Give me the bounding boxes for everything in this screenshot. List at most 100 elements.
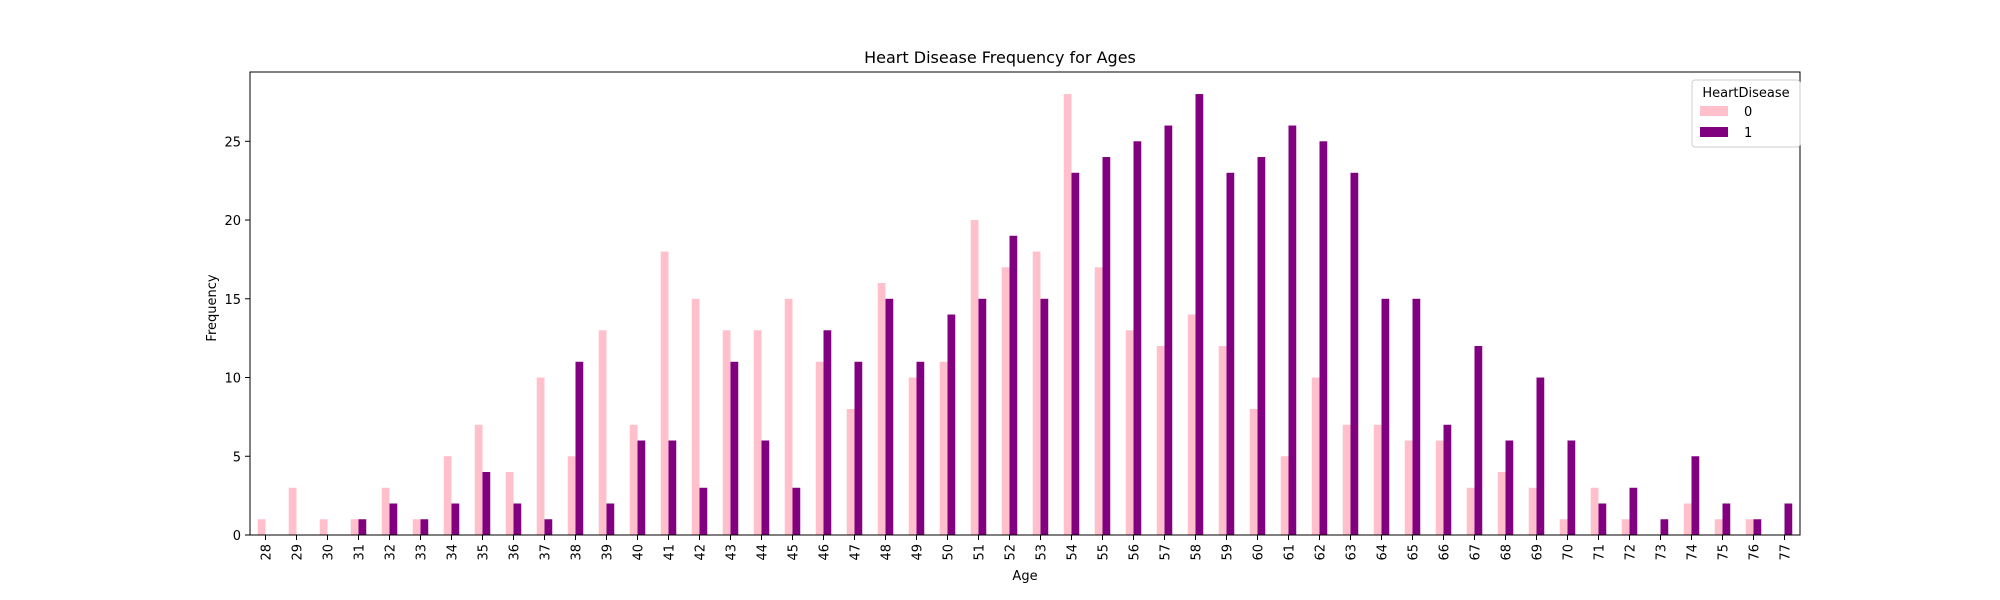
bar-age-70-series-1 [1567, 440, 1576, 535]
x-tick-label: 66 [1438, 544, 1453, 561]
y-axis-label: Frequency [205, 274, 220, 341]
bar-age-37-series-0 [536, 377, 545, 535]
bar-age-55-series-1 [1102, 157, 1111, 536]
bar-age-45-series-0 [784, 298, 793, 535]
bar-age-39-series-0 [598, 330, 607, 535]
bar-age-51-series-0 [970, 220, 979, 535]
bar-age-50-series-1 [947, 314, 956, 535]
legend: HeartDisease 0 1 [1691, 79, 1801, 148]
bars-group [257, 94, 1793, 536]
x-tick-label: 34 [446, 544, 461, 561]
bar-age-54-series-0 [1063, 94, 1072, 536]
bar-age-40-series-1 [637, 440, 646, 535]
y-tick-label: 5 [233, 450, 241, 465]
x-tick-label: 28 [260, 544, 275, 561]
bar-age-53-series-1 [1040, 298, 1049, 535]
x-tick-label: 62 [1314, 544, 1329, 561]
y-tick-label: 15 [224, 293, 241, 308]
legend-swatch-0 [1700, 106, 1728, 116]
bar-age-35-series-1 [482, 472, 491, 535]
bar-age-40-series-0 [629, 424, 638, 535]
bar-age-60-series-1 [1257, 157, 1266, 536]
bar-age-31-series-0 [350, 519, 359, 535]
x-tick-label: 38 [570, 544, 585, 561]
bar-age-54-series-1 [1071, 172, 1080, 536]
bar-age-49-series-0 [908, 377, 917, 535]
bar-age-52-series-0 [1001, 267, 1010, 535]
bar-age-57-series-0 [1156, 346, 1165, 535]
bar-age-63-series-1 [1350, 172, 1359, 536]
bar-age-61-series-1 [1288, 125, 1297, 535]
x-tick-label: 73 [1655, 544, 1670, 561]
x-tick-label: 29 [291, 544, 306, 561]
bar-age-61-series-0 [1280, 456, 1289, 535]
bar-age-72-series-1 [1629, 487, 1638, 535]
y-tick-label: 20 [224, 214, 241, 229]
bar-age-67-series-0 [1466, 487, 1475, 535]
legend-swatch-1 [1700, 127, 1728, 137]
x-tick-label: 55 [1097, 544, 1112, 561]
x-tick-label: 68 [1500, 544, 1515, 561]
x-tick-label: 76 [1748, 544, 1763, 561]
bar-age-76-series-1 [1753, 519, 1762, 535]
x-tick-label: 57 [1159, 544, 1174, 561]
y-tick-label: 0 [233, 529, 241, 544]
bar-age-43-series-0 [722, 330, 731, 535]
bar-age-29-series-0 [288, 487, 297, 535]
y-tick-label: 25 [224, 135, 241, 150]
x-tick-label: 77 [1779, 544, 1794, 561]
bar-age-38-series-1 [575, 361, 584, 535]
bar-age-57-series-1 [1164, 125, 1173, 535]
x-tick-label: 61 [1283, 544, 1298, 561]
bar-age-55-series-0 [1094, 267, 1103, 535]
y-tick-label: 10 [224, 372, 241, 387]
bar-age-49-series-1 [916, 361, 925, 535]
bar-age-30-series-0 [319, 519, 328, 535]
x-tick-label: 71 [1593, 544, 1608, 561]
bar-age-31-series-1 [358, 519, 367, 535]
bar-age-69-series-0 [1528, 487, 1537, 535]
bar-age-71-series-0 [1590, 487, 1599, 535]
x-tick-label: 58 [1190, 544, 1205, 561]
bar-age-66-series-0 [1435, 440, 1444, 535]
bar-age-65-series-0 [1404, 440, 1413, 535]
bar-age-59-series-1 [1226, 172, 1235, 536]
x-tick-label: 72 [1624, 544, 1639, 561]
bar-age-56-series-0 [1125, 330, 1134, 535]
bar-age-75-series-0 [1714, 519, 1723, 535]
chart-title: Heart Disease Frequency for Ages [864, 48, 1136, 67]
bar-age-34-series-0 [443, 456, 452, 535]
x-tick-label: 54 [1066, 544, 1081, 561]
bar-age-43-series-1 [730, 361, 739, 535]
bar-age-33-series-0 [412, 519, 421, 535]
x-tick-label: 33 [415, 544, 430, 561]
legend-label-1: 1 [1744, 126, 1752, 141]
x-tick-label: 74 [1686, 544, 1701, 561]
x-tick-label: 48 [880, 544, 895, 561]
bar-age-62-series-0 [1311, 377, 1320, 535]
x-tick-label: 64 [1376, 544, 1391, 561]
bar-age-28-series-0 [257, 519, 266, 535]
bar-age-69-series-1 [1536, 377, 1545, 535]
bar-age-74-series-0 [1683, 503, 1692, 535]
bar-age-32-series-0 [381, 487, 390, 535]
bar-age-48-series-1 [885, 298, 894, 535]
bar-age-37-series-1 [544, 519, 553, 535]
x-tick-label: 75 [1717, 544, 1732, 561]
x-tick-label: 53 [1035, 544, 1050, 561]
bar-age-41-series-1 [668, 440, 677, 535]
x-tick-label: 31 [353, 544, 368, 561]
x-tick-label: 44 [756, 544, 771, 561]
bar-age-36-series-1 [513, 503, 522, 535]
x-tick-label: 39 [601, 544, 616, 561]
bar-age-47-series-1 [854, 361, 863, 535]
x-tick-label: 45 [787, 544, 802, 561]
x-tick-label: 43 [725, 544, 740, 561]
x-tick-label: 37 [539, 544, 554, 561]
x-tick-label: 63 [1345, 544, 1360, 561]
legend-label-0: 0 [1744, 105, 1752, 120]
x-tick-label: 60 [1252, 544, 1267, 561]
bar-age-45-series-1 [792, 487, 801, 535]
bar-age-72-series-0 [1621, 519, 1630, 535]
bar-age-58-series-0 [1187, 314, 1196, 535]
